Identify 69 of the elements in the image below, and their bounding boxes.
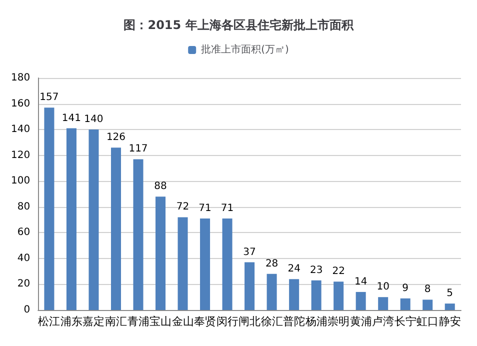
y-tick-label: 40 (17, 252, 30, 264)
x-tick-label: 黄浦 (350, 315, 372, 328)
data-label: 88 (154, 181, 167, 192)
y-tick-label: 20 (17, 278, 30, 290)
x-tick-label: 青浦 (127, 315, 150, 328)
bar (200, 218, 210, 310)
data-label: 8 (424, 284, 431, 296)
bar (110, 148, 121, 310)
data-label: 37 (243, 246, 256, 258)
bar (378, 297, 388, 310)
data-label: 157 (40, 92, 59, 104)
data-label: 23 (310, 264, 323, 276)
x-tick-label: 奉贤 (194, 315, 216, 328)
data-label: 10 (376, 282, 390, 293)
y-tick-label: 0 (24, 304, 30, 316)
y-tick-label: 120 (10, 150, 30, 161)
y-tick-label: 60 (17, 227, 30, 238)
data-label: 14 (354, 276, 368, 288)
x-tick-label: 崇明 (328, 315, 350, 328)
bar (44, 108, 54, 310)
x-tick-label: 闸北 (238, 315, 261, 328)
data-label: 5 (446, 288, 454, 300)
bar (178, 217, 188, 310)
data-label: 24 (288, 264, 300, 275)
bar (400, 298, 410, 310)
bar (88, 130, 99, 310)
data-label: 72 (176, 202, 190, 213)
x-tick-label: 普陀 (283, 315, 306, 328)
bar (244, 262, 255, 310)
data-label: 9 (402, 282, 409, 294)
bar (311, 280, 322, 310)
x-tick-label: 虹口 (416, 315, 439, 328)
x-tick-label: 嘉定 (82, 315, 105, 328)
x-tick-label: 长宁 (394, 315, 416, 328)
bar (356, 292, 366, 310)
y-tick-label: 80 (17, 201, 30, 212)
x-tick-label: 宝山 (150, 315, 172, 328)
y-tick-label: 140 (10, 124, 30, 136)
x-tick-label: 徐汇 (260, 315, 283, 328)
data-label: 141 (62, 112, 82, 124)
data-label: 117 (128, 144, 148, 155)
data-label: 71 (198, 202, 212, 214)
data-label: 140 (84, 114, 104, 126)
y-tick-label: 100 (10, 176, 30, 187)
bar (156, 196, 166, 310)
y-tick-label: 180 (10, 72, 30, 84)
x-tick-label: 金山 (172, 315, 194, 328)
x-tick-label: 卢湾 (372, 315, 394, 328)
bar (66, 128, 76, 310)
legend-label: 批准上市面积(万㎡) (201, 44, 289, 56)
x-tick-label: 闵行 (216, 315, 238, 328)
bar (266, 274, 277, 310)
x-tick-label: 静安 (438, 315, 461, 328)
data-label: 22 (332, 266, 345, 278)
bar (422, 300, 433, 310)
y-tick-label: 160 (10, 98, 30, 110)
data-label: 28 (265, 258, 278, 270)
bar (444, 304, 455, 310)
data-label: 126 (106, 132, 126, 144)
x-tick-label: 松江 (38, 315, 60, 328)
bar (334, 282, 344, 310)
x-tick-label: 杨浦 (304, 315, 328, 328)
chart-title: 图：2015 年上海各区县住宅新批上市面积 (124, 18, 354, 32)
x-tick-label: 南汇 (104, 315, 127, 328)
bar (222, 218, 232, 310)
bar (133, 159, 144, 310)
data-label: 71 (220, 202, 234, 214)
bar (289, 279, 300, 310)
x-tick-label: 浦东 (60, 315, 82, 328)
